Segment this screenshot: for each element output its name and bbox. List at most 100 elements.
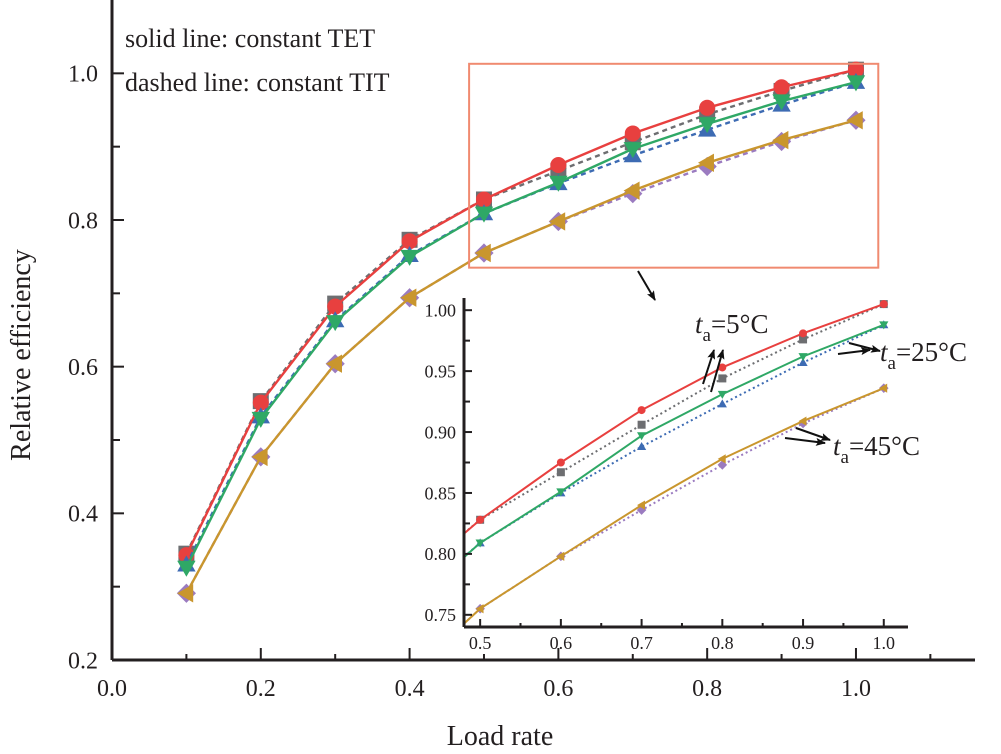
annotation-label-25c: ta=25°C xyxy=(880,337,967,374)
arrow-icon xyxy=(710,349,725,393)
x-tick-label: 0.5 xyxy=(469,633,492,653)
inset-background xyxy=(464,298,910,628)
data-point-5-0 xyxy=(177,584,194,603)
data-point-3-4 xyxy=(475,539,485,548)
data-point-2-7 xyxy=(717,399,727,408)
note-solid-line: solid line: constant TET xyxy=(125,24,375,53)
data-point-3-6 xyxy=(623,142,642,159)
y-tick-label: 0.6 xyxy=(68,355,98,381)
data-point-2-6 xyxy=(637,442,647,451)
data-point-1-4 xyxy=(476,515,485,524)
zoom-box-layer xyxy=(468,62,880,269)
annotation-5c: ta=5°C xyxy=(695,309,769,393)
zoom-box xyxy=(468,62,880,269)
annotation-label-45c: ta=45°C xyxy=(833,431,920,468)
y-axis-title: Relative efficiency xyxy=(6,249,37,461)
data-point-5-6 xyxy=(637,500,645,510)
y-tick-label: 0.95 xyxy=(425,361,457,381)
y-tick-label: 0.85 xyxy=(425,483,457,503)
arrow-icon xyxy=(837,347,871,356)
data-point-5-2 xyxy=(325,354,342,373)
series-line-1 xyxy=(185,68,857,556)
inset-plot: 0.5 0.6 0.7 0.8 0.9 1.0 0.75 0.80 0.85 0.90 0.95 1.… xyxy=(425,298,910,653)
y-tick-label: 0.2 xyxy=(68,648,98,674)
y-tick-label: 1.00 xyxy=(425,300,457,320)
data-point-5-4 xyxy=(474,243,491,263)
data-point-3-2 xyxy=(325,315,345,332)
data-point-1-5 xyxy=(556,458,565,467)
data-point-3-0 xyxy=(177,560,196,577)
data-point-1-2 xyxy=(327,298,344,315)
data-point-1-6 xyxy=(624,125,641,142)
data-point-0-8 xyxy=(799,335,808,344)
x-axis-title: Load rate xyxy=(447,721,554,752)
x-tick-label: 0.4 xyxy=(395,676,425,702)
data-point-3-5 xyxy=(549,175,568,192)
data-point-1-8 xyxy=(799,329,808,338)
x-tick-label: 0.8 xyxy=(711,633,734,653)
data-point-1-4 xyxy=(475,191,492,208)
x-tick-label: 1.0 xyxy=(873,633,896,653)
series-line-3 xyxy=(185,80,857,569)
y-tick-label: 0.75 xyxy=(425,605,457,625)
x-tick-label: 0.6 xyxy=(543,676,573,702)
data-point-1-8 xyxy=(773,79,790,96)
data-point-3-1 xyxy=(251,411,270,428)
y-tick-label: 0.80 xyxy=(425,544,457,564)
data-point-3-9 xyxy=(846,75,866,92)
y-tick-label: 0.4 xyxy=(68,502,98,528)
data-point-3-3 xyxy=(400,249,419,266)
y-tick-label: 0.90 xyxy=(425,422,457,442)
data-point-3-8 xyxy=(798,353,808,362)
zoom-arrow-icon xyxy=(637,270,656,301)
data-point-3-8 xyxy=(772,94,791,111)
y-tick-label: 1.0 xyxy=(68,62,98,88)
data-point-1-9 xyxy=(847,61,864,78)
data-point-0-5 xyxy=(556,468,565,477)
x-tick-label: 0.2 xyxy=(246,676,276,702)
data-point-3-6 xyxy=(637,432,647,441)
data-point-3-5 xyxy=(556,488,566,497)
data-point-2-8 xyxy=(798,357,808,366)
main-plot: 0.0 0.2 0.4 0.6 0.8 1.00.20.40.60.81.0 xyxy=(68,0,975,702)
data-point-4-7 xyxy=(717,460,728,470)
x-tick-label: 1.0 xyxy=(841,676,871,702)
arrow-icon xyxy=(784,437,826,446)
data-point-5-7 xyxy=(697,153,714,172)
arrow-icon xyxy=(795,427,831,441)
annotation-25c: ta=25°C xyxy=(837,337,967,374)
data-point-5-5 xyxy=(549,212,566,231)
data-point-1-3 xyxy=(401,233,418,250)
data-point-1-9 xyxy=(879,300,888,309)
data-point-0-7 xyxy=(718,374,727,383)
data-point-5-4 xyxy=(475,604,484,614)
annotation-45c: ta=45°C xyxy=(784,427,920,468)
data-point-5-8 xyxy=(772,130,789,150)
data-point-1-6 xyxy=(637,406,646,415)
data-point-3-7 xyxy=(697,117,717,134)
data-point-0-6 xyxy=(637,420,646,429)
data-point-5-1 xyxy=(251,447,268,467)
data-point-3-4 xyxy=(474,206,494,223)
note-dashed-line: dashed line: constant TIT xyxy=(125,68,390,97)
data-point-5-7 xyxy=(717,454,726,464)
data-point-3-9 xyxy=(879,321,889,330)
data-point-1-1 xyxy=(252,394,269,411)
data-point-5-5 xyxy=(556,551,565,561)
x-tick-label: 0.8 xyxy=(692,676,722,702)
series-line-5 xyxy=(185,119,857,594)
x-tick-label: 0.7 xyxy=(630,633,653,653)
data-point-5-9 xyxy=(846,111,863,130)
data-point-5-9 xyxy=(879,383,888,393)
x-tick-label: 0.0 xyxy=(97,676,127,702)
data-point-1-7 xyxy=(699,99,716,116)
x-tick-label: 0.6 xyxy=(550,633,573,653)
data-point-5-3 xyxy=(400,288,417,307)
series-line-4 xyxy=(185,119,857,594)
annotation-label-5c: ta=5°C xyxy=(695,309,769,346)
arrow-icon xyxy=(702,349,716,385)
series-line-0 xyxy=(185,68,857,555)
data-point-5-8 xyxy=(798,416,807,426)
x-tick-label: 0.9 xyxy=(792,633,815,653)
